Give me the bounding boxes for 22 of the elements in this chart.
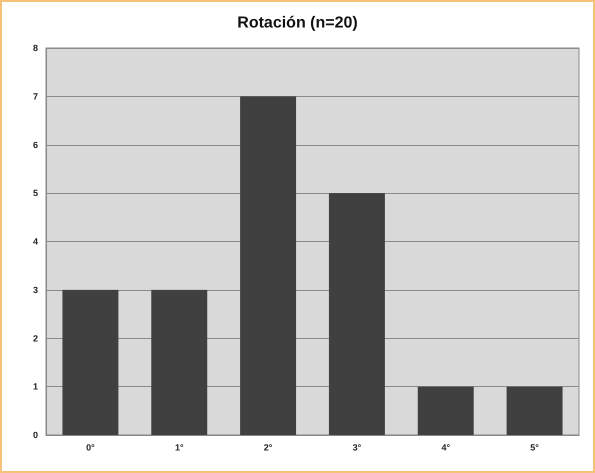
- y-tick-label: 0: [32, 430, 38, 440]
- y-tick-label: 8: [32, 43, 38, 53]
- bar: [240, 96, 296, 435]
- y-tick-label: 7: [32, 91, 38, 102]
- y-tick-label: 4: [32, 236, 38, 246]
- bar: [62, 290, 118, 435]
- y-tick-label: 5: [32, 188, 38, 198]
- x-tick-label: 2°: [264, 442, 273, 452]
- y-tick-label: 2: [32, 333, 38, 344]
- bar: [328, 193, 385, 435]
- x-tick-label: 0°: [86, 442, 96, 452]
- x-tick-label: 5°: [530, 442, 540, 452]
- bar: [151, 290, 208, 435]
- x-tick-label: 3°: [352, 442, 362, 452]
- chart-title: Rotación (n=20): [237, 14, 358, 32]
- y-tick-label: 3: [32, 284, 38, 295]
- bar: [418, 386, 474, 435]
- x-tick-label: 1°: [174, 442, 184, 452]
- bar: [506, 386, 563, 435]
- y-tick-label: 1: [32, 382, 38, 392]
- y-tick-label: 6: [32, 140, 38, 150]
- x-tick-label: 4°: [441, 442, 450, 452]
